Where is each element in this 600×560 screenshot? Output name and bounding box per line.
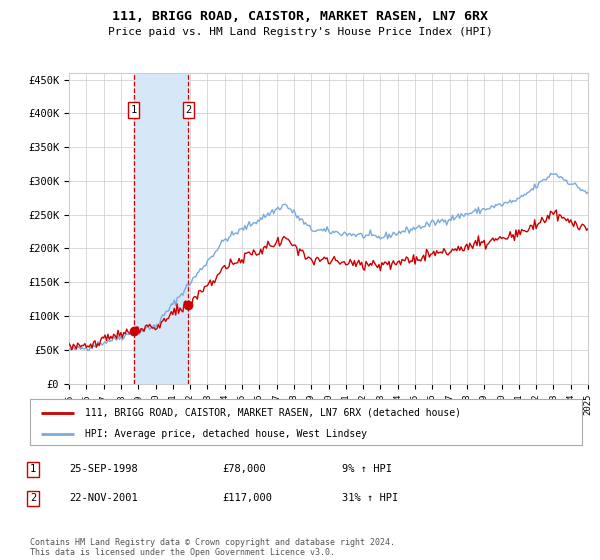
Text: £117,000: £117,000 (222, 493, 272, 503)
Text: 9% ↑ HPI: 9% ↑ HPI (342, 464, 392, 474)
Text: 111, BRIGG ROAD, CAISTOR, MARKET RASEN, LN7 6RX (detached house): 111, BRIGG ROAD, CAISTOR, MARKET RASEN, … (85, 408, 461, 418)
Text: 1: 1 (130, 105, 137, 115)
Text: HPI: Average price, detached house, West Lindsey: HPI: Average price, detached house, West… (85, 428, 367, 438)
Text: 31% ↑ HPI: 31% ↑ HPI (342, 493, 398, 503)
Text: 1: 1 (30, 464, 36, 474)
Text: 2: 2 (185, 105, 191, 115)
Text: 25-SEP-1998: 25-SEP-1998 (69, 464, 138, 474)
Text: Price paid vs. HM Land Registry's House Price Index (HPI): Price paid vs. HM Land Registry's House … (107, 27, 493, 37)
Text: £78,000: £78,000 (222, 464, 266, 474)
Text: 22-NOV-2001: 22-NOV-2001 (69, 493, 138, 503)
Text: 2: 2 (30, 493, 36, 503)
Text: 111, BRIGG ROAD, CAISTOR, MARKET RASEN, LN7 6RX: 111, BRIGG ROAD, CAISTOR, MARKET RASEN, … (112, 10, 488, 23)
Bar (134, 73, 188, 384)
Text: Contains HM Land Registry data © Crown copyright and database right 2024.
This d: Contains HM Land Registry data © Crown c… (30, 538, 395, 557)
